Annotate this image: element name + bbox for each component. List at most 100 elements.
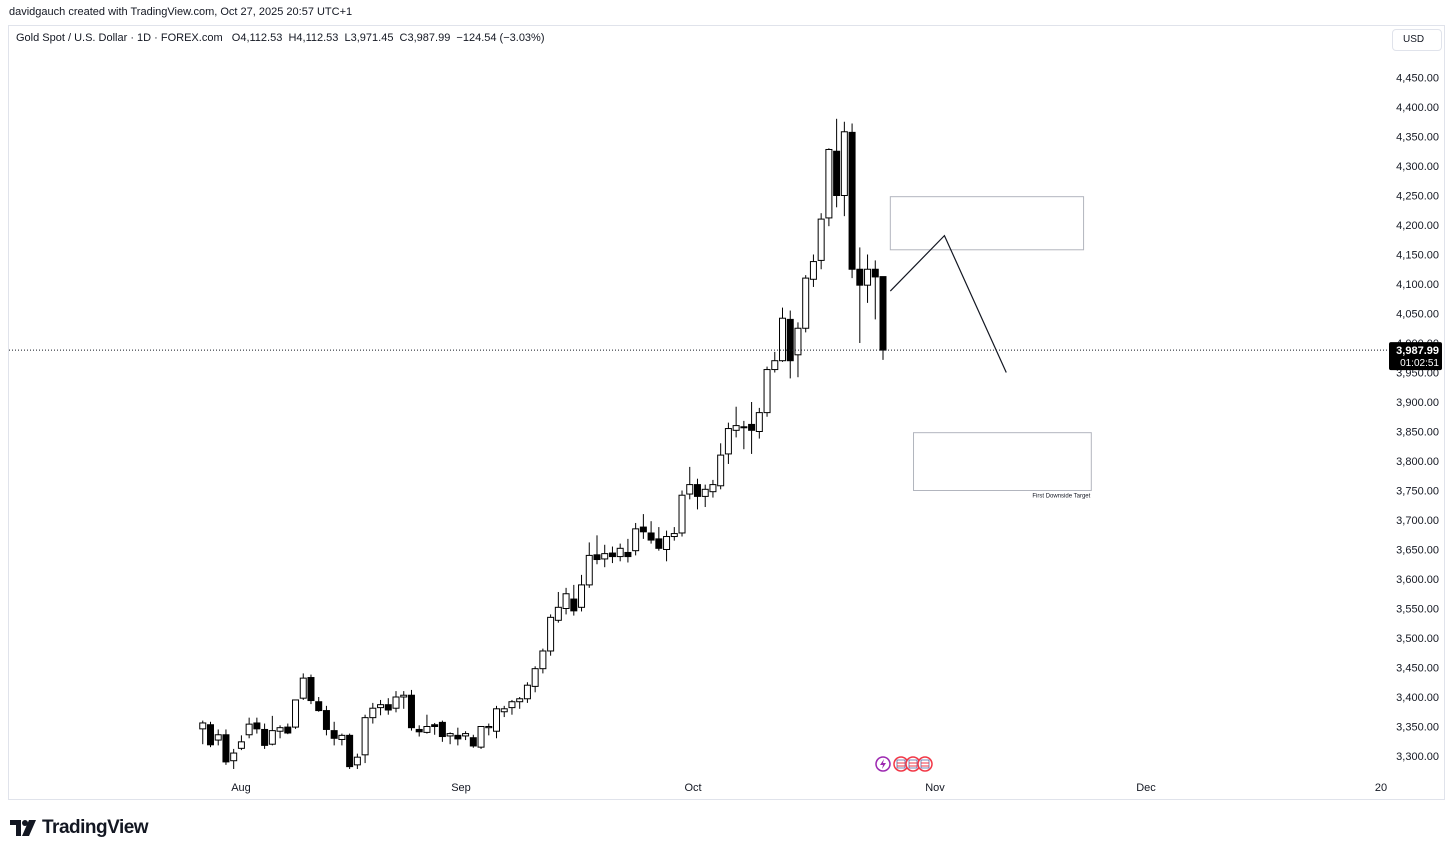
- y-tick-label: 3,550.00: [1396, 604, 1439, 616]
- candle-up: [779, 317, 787, 362]
- candle-up: [462, 733, 470, 737]
- candle-down: [570, 598, 578, 612]
- candle-up: [740, 426, 748, 429]
- currency-button[interactable]: USD: [1392, 29, 1442, 51]
- y-tick-label: 4,100.00: [1396, 279, 1439, 291]
- candle-up: [500, 708, 508, 713]
- candle-up: [523, 684, 531, 700]
- tradingview-logo-icon: [10, 820, 36, 836]
- candle-up: [632, 528, 640, 552]
- candle-up: [585, 554, 593, 586]
- y-tick-label: 4,250.00: [1396, 191, 1439, 203]
- candle-down: [431, 724, 439, 727]
- candle-up: [825, 148, 833, 219]
- candle-up: [771, 360, 779, 371]
- bar-countdown: 01:02:51: [1400, 358, 1439, 369]
- candle-down: [639, 526, 647, 533]
- y-tick-label: 4,050.00: [1396, 309, 1439, 321]
- candle-up: [539, 650, 547, 670]
- candle-up: [268, 730, 276, 745]
- candle-up: [392, 696, 400, 709]
- candle-down: [848, 131, 856, 270]
- candle-up: [485, 726, 493, 729]
- candle-down: [384, 704, 392, 711]
- downside-target-zone[interactable]: [913, 432, 1092, 491]
- zone-label: First Downside Target: [1032, 494, 1090, 500]
- y-tick-label: 3,650.00: [1396, 545, 1439, 557]
- candle-up: [809, 261, 817, 280]
- x-tick-label: 20: [1375, 782, 1387, 794]
- candle-down: [438, 721, 446, 738]
- candle-up: [245, 723, 253, 736]
- candle-up: [446, 733, 454, 737]
- candle-down: [593, 554, 601, 561]
- flag-glyph: [896, 759, 906, 769]
- created-by-text: davidgauch created with TradingView.com,…: [9, 6, 353, 18]
- candle-up: [864, 268, 872, 286]
- candle-up: [516, 698, 524, 703]
- lightning-icon-glyph: [880, 759, 886, 769]
- candle-up: [724, 428, 732, 455]
- candle-up: [361, 717, 369, 756]
- y-tick-label: 3,900.00: [1396, 397, 1439, 409]
- y-tick-label: 3,850.00: [1396, 427, 1439, 439]
- y-tick-label: 4,400.00: [1396, 102, 1439, 114]
- candle-down: [871, 268, 879, 278]
- x-tick-label: Aug: [231, 782, 251, 794]
- candle-up: [802, 277, 810, 329]
- candle-up: [477, 726, 485, 748]
- candle-up: [493, 708, 500, 732]
- candle-down: [346, 734, 354, 768]
- y-tick-label: 3,450.00: [1396, 663, 1439, 675]
- candle-up: [237, 741, 245, 749]
- candle-up: [663, 536, 671, 551]
- candle-down: [608, 552, 616, 558]
- candle-up: [717, 454, 725, 487]
- candle-down: [322, 710, 330, 730]
- candle-up: [353, 756, 361, 766]
- y-tick-label: 3,800.00: [1396, 456, 1439, 468]
- y-tick-label: 3,750.00: [1396, 486, 1439, 498]
- y-tick-label: 4,300.00: [1396, 161, 1439, 173]
- candle-up: [763, 369, 771, 414]
- candle-up: [578, 584, 586, 608]
- candle-down: [407, 694, 415, 729]
- candle-down: [307, 677, 315, 702]
- x-tick-label: Oct: [684, 782, 701, 794]
- candle-down: [833, 150, 841, 196]
- supply-zone[interactable]: [889, 196, 1085, 251]
- candle-down: [330, 730, 338, 739]
- candle-up: [670, 533, 678, 538]
- y-tick-label: 4,150.00: [1396, 250, 1439, 262]
- candle-up: [508, 701, 516, 709]
- candle-up: [678, 494, 686, 534]
- candle-up: [230, 752, 238, 762]
- y-tick-label: 3,500.00: [1396, 633, 1439, 645]
- candle-up: [794, 327, 802, 356]
- candle-down: [624, 551, 632, 558]
- candle-up: [369, 707, 377, 719]
- candle-up: [562, 593, 570, 609]
- brand-name: TradingView: [42, 817, 149, 838]
- candle-up: [199, 722, 207, 730]
- x-tick-label: Dec: [1136, 782, 1156, 794]
- candle-down: [315, 701, 323, 712]
- last-price-value: 3,987.99: [1396, 345, 1439, 357]
- candle-up: [554, 606, 562, 621]
- candle-down: [693, 484, 701, 497]
- y-tick-label: 4,350.00: [1396, 132, 1439, 144]
- y-tick-label: 3,300.00: [1396, 751, 1439, 763]
- candle-up: [817, 218, 825, 261]
- tradingview-logo[interactable]: TradingView: [10, 817, 149, 839]
- candle-up: [616, 547, 624, 558]
- candle-up: [601, 553, 609, 560]
- candle-down: [284, 726, 292, 734]
- projection-path[interactable]: [889, 234, 1007, 373]
- candle-up: [755, 412, 763, 432]
- flag-glyph: [920, 759, 930, 769]
- x-tick-label: Nov: [925, 782, 945, 794]
- y-tick-label: 3,700.00: [1396, 515, 1439, 527]
- candle-down: [879, 276, 887, 351]
- candle-down: [415, 728, 423, 733]
